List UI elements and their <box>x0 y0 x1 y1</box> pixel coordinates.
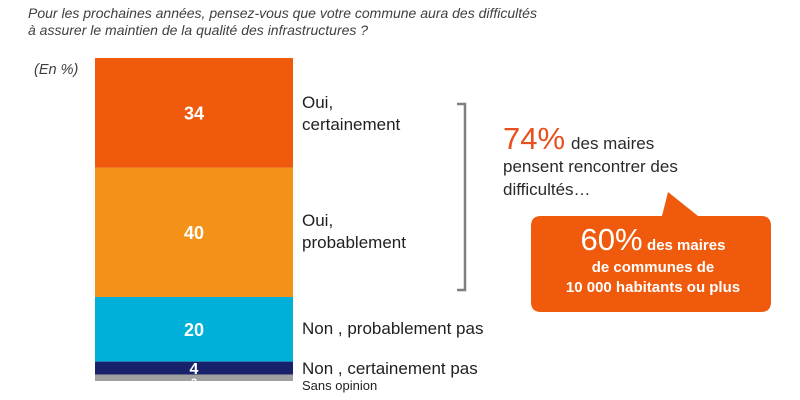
annotation-60-text-2: de communes de <box>591 259 715 276</box>
category-label-line: certainement <box>302 115 401 134</box>
bar-segment <box>95 297 293 362</box>
bar-data-label: 4 <box>190 361 199 378</box>
annotation-74-text-2: pensent rencontrer des <box>503 157 678 176</box>
category-label-line: Oui, <box>302 93 334 112</box>
annotation-74: 74% des maires pensent rencontrer des dif… <box>503 123 773 201</box>
annotation-60-text-3: 10 000 habitants ou plus <box>565 279 741 296</box>
question-line-1: Pour les prochaines années, pensez-vous … <box>28 5 537 21</box>
chart-question: Pour les prochaines années, pensez-vous … <box>28 5 668 39</box>
question-line-2: à assurer le maintien de la qualité des … <box>28 22 369 38</box>
bar-segment <box>95 374 293 381</box>
category-label-line: probablement <box>302 233 406 252</box>
bar-segment <box>95 361 293 375</box>
bar-data-label: 40 <box>184 223 204 243</box>
annotation-74-text-3: difficultés… <box>503 180 591 199</box>
annotation-60-text-1: des maires <box>647 237 726 254</box>
category-label-non-probablement: Non , probablement pas <box>302 319 484 338</box>
category-label-sans-opinion: Sans opinion <box>302 378 378 393</box>
category-label-oui-probablement: Oui, probablement <box>302 210 406 254</box>
category-label-non-certainement: Non , certainement pas <box>302 359 478 378</box>
category-label-line: Oui, <box>302 211 334 230</box>
bar-segment <box>95 58 293 168</box>
bar-data-label: 2 <box>191 377 197 389</box>
annotation-60: 60% des maires de communes de 10 000 hab… <box>533 222 773 298</box>
bar-data-label: 20 <box>184 320 204 340</box>
bar-data-label: 34 <box>184 103 204 123</box>
annotation-74-percent: 74% <box>503 121 566 156</box>
annotation-74-text-1: des maires <box>571 134 655 153</box>
annotation-60-percent: 60% <box>580 222 643 257</box>
bar-segment <box>95 167 293 298</box>
grouping-bracket <box>457 102 467 292</box>
unit-label: (En %) <box>34 62 79 78</box>
category-label-oui-certainement: Oui, certainement <box>302 92 400 136</box>
